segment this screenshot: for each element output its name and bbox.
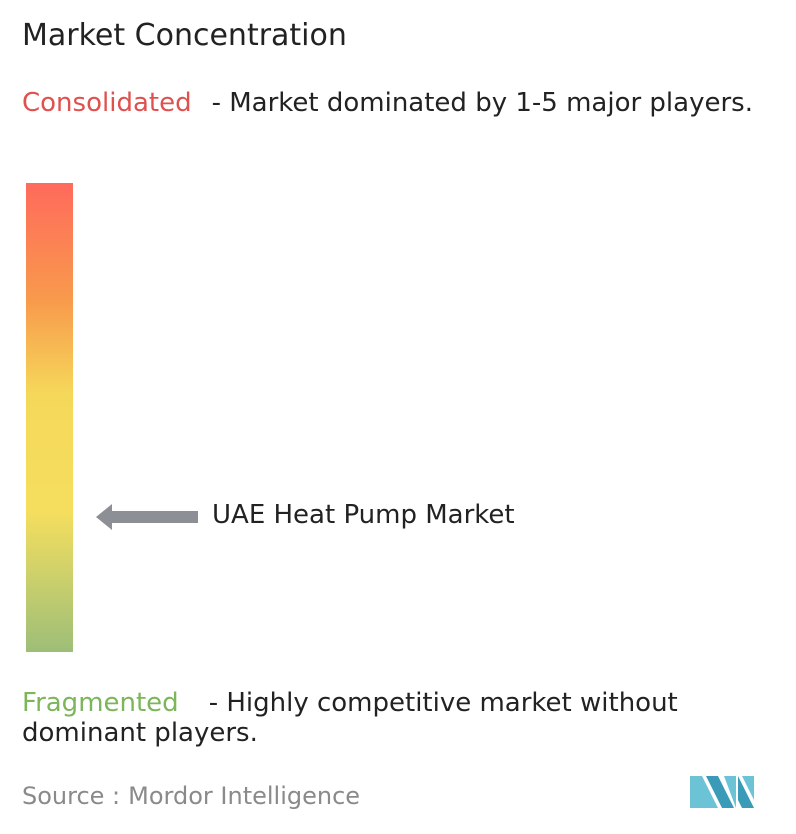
consolidated-description: - Market dominated by 1-5 major players. xyxy=(211,88,753,118)
logo-part xyxy=(706,776,734,808)
logo-part xyxy=(690,776,718,808)
fragmented-description: - Highly competitive market without domi… xyxy=(22,688,678,748)
arrow-shape xyxy=(96,504,198,530)
logo-part xyxy=(724,776,736,808)
title: Market Concentration xyxy=(22,18,347,53)
source-name: Mordor Intelligence xyxy=(128,782,361,810)
market-label: UAE Heat Pump Market xyxy=(212,500,515,530)
source: Source : Mordor Intelligence xyxy=(22,782,360,810)
consolidated-row: Consolidated - Market dominated by 1-5 ma… xyxy=(22,88,792,118)
fragmented-row: Fragmented - Highly competitive market wi… xyxy=(22,688,792,748)
fragmented-label: Fragmented xyxy=(22,688,179,718)
concentration-gradient xyxy=(26,183,73,652)
logo-part xyxy=(742,776,754,800)
arrow xyxy=(96,504,198,530)
logo xyxy=(690,776,754,808)
logo-part xyxy=(738,776,754,808)
source-label: Source : xyxy=(22,782,121,810)
consolidated-label: Consolidated xyxy=(22,88,192,118)
